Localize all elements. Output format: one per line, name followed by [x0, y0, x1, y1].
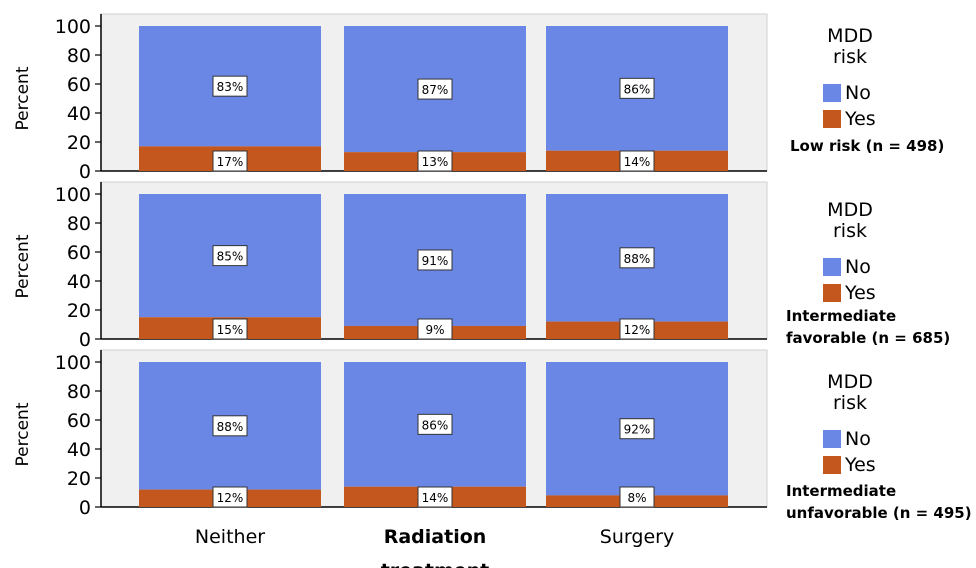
- legend-item-yes: Yes: [823, 282, 976, 304]
- data-label-yes-box: [417, 486, 453, 508]
- y-tick-label: 80: [67, 213, 91, 235]
- legend-label: Yes: [845, 108, 876, 130]
- y-tick-label: 60: [67, 242, 91, 264]
- data-label-no-box: [619, 77, 655, 99]
- data-label-yes-box: [212, 150, 248, 172]
- data-label-yes-box: [619, 486, 655, 508]
- panel-label: Low risk (n = 498): [790, 137, 945, 155]
- x-axis-label: treatment: [381, 560, 490, 568]
- legend-title: MDD risk: [827, 371, 873, 414]
- legend-swatch: [823, 430, 841, 448]
- legend-swatch: [823, 258, 841, 276]
- y-tick-label: 100: [55, 184, 91, 206]
- legend-label: Yes: [845, 454, 876, 476]
- data-label-yes-box: [417, 318, 453, 340]
- y-axis-label: Percent: [13, 402, 33, 466]
- data-label-no: 86%: [624, 82, 651, 96]
- y-tick-label: 0: [79, 329, 91, 351]
- legend-swatch: [823, 456, 841, 474]
- data-label-no-box: [212, 75, 248, 97]
- y-tick-label: 0: [79, 497, 91, 519]
- y-tick-label: 0: [79, 161, 91, 183]
- y-tick-label: 20: [67, 132, 91, 154]
- data-label-yes: 17%: [217, 155, 244, 169]
- data-label-no-box: [417, 249, 453, 271]
- legend-item-yes: Yes: [823, 108, 976, 130]
- legend-swatch: [823, 284, 841, 302]
- legend-title: MDD risk: [827, 25, 873, 68]
- data-label-no: 83%: [217, 80, 244, 94]
- legend-item-no: No: [823, 256, 976, 278]
- panel-label: Intermediate favorable (n = 685): [786, 307, 951, 347]
- legend-item-yes: Yes: [823, 454, 976, 476]
- y-tick-label: 20: [67, 468, 91, 490]
- y-tick-label: 40: [67, 103, 91, 125]
- data-label-no: 88%: [217, 420, 244, 434]
- data-label-no: 91%: [422, 254, 449, 268]
- data-label-yes-box: [212, 486, 248, 508]
- data-label-no-box: [212, 415, 248, 437]
- legend-swatch: [823, 110, 841, 128]
- data-label-yes: 12%: [217, 491, 244, 505]
- x-tick-label: Surgery: [600, 526, 674, 548]
- y-axis-label: Percent: [13, 234, 33, 298]
- panel-label: Intermediate unfavorable (n = 495): [786, 482, 972, 522]
- data-label-yes: 13%: [422, 155, 449, 169]
- data-label-yes: 8%: [627, 491, 646, 505]
- legend-item-no: No: [823, 428, 976, 450]
- legend-label: No: [845, 428, 871, 450]
- data-label-yes-box: [619, 150, 655, 172]
- x-tick-label: Radiation: [384, 526, 487, 548]
- y-tick-label: 80: [67, 381, 91, 403]
- data-label-no-box: [417, 78, 453, 100]
- legend-item-no: No: [823, 82, 976, 104]
- legend-swatch: [823, 84, 841, 102]
- data-label-no: 87%: [422, 83, 449, 97]
- data-label-no-box: [619, 418, 655, 440]
- y-tick-label: 80: [67, 45, 91, 67]
- legend-title: MDD risk: [827, 199, 873, 242]
- data-label-yes: 9%: [425, 323, 444, 337]
- legend: MDD risk No Yes: [795, 200, 976, 304]
- legend-label: No: [845, 82, 871, 104]
- x-tick-label: Neither: [195, 526, 265, 548]
- y-tick-label: 100: [55, 16, 91, 38]
- data-label-yes: 12%: [624, 323, 651, 337]
- y-tick-label: 60: [67, 410, 91, 432]
- y-axis-label: Percent: [13, 66, 33, 130]
- legend-label: Yes: [845, 282, 876, 304]
- data-label-no-box: [212, 245, 248, 267]
- data-label-no-box: [619, 247, 655, 269]
- data-label-yes-box: [619, 318, 655, 340]
- data-label-yes: 15%: [217, 323, 244, 337]
- legend-label: No: [845, 256, 871, 278]
- data-label-no: 88%: [624, 252, 651, 266]
- data-label-no: 86%: [422, 418, 449, 432]
- y-tick-label: 40: [67, 439, 91, 461]
- legend: MDD risk No Yes: [795, 372, 976, 476]
- data-label-no: 85%: [217, 250, 244, 264]
- data-label-no-box: [417, 413, 453, 435]
- legend: MDD risk No Yes: [795, 26, 976, 130]
- data-label-yes-box: [417, 150, 453, 172]
- data-label-yes: 14%: [422, 491, 449, 505]
- y-tick-label: 100: [55, 352, 91, 374]
- y-tick-label: 60: [67, 74, 91, 96]
- y-tick-label: 20: [67, 300, 91, 322]
- data-label-yes: 14%: [624, 155, 651, 169]
- data-label-yes-box: [212, 318, 248, 340]
- y-tick-label: 40: [67, 271, 91, 293]
- data-label-no: 92%: [624, 423, 651, 437]
